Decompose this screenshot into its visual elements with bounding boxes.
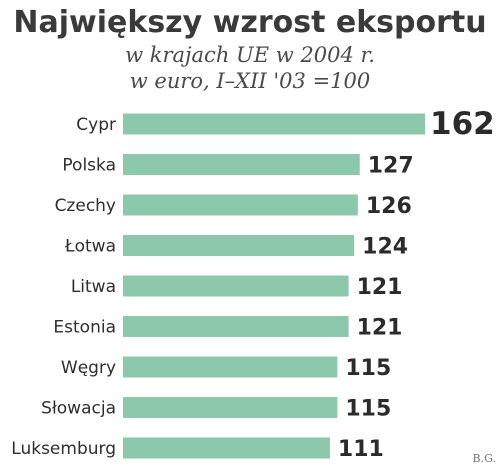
- credit-label: B.G.: [473, 452, 496, 465]
- bar-polska: [123, 154, 360, 175]
- value-label-sowacja: 115: [345, 397, 391, 422]
- value-label-estonia: 121: [357, 316, 403, 341]
- bar-cypr: [123, 113, 425, 135]
- value-label-czechy: 126: [366, 194, 412, 219]
- bar-luksemburg: [123, 437, 330, 459]
- category-label-cypr: Cypr: [76, 115, 116, 135]
- bar-sowacja: [123, 397, 338, 418]
- category-label-estonia: Estonia: [53, 318, 116, 338]
- bar-otwa: [123, 235, 355, 256]
- category-label-sowacja: Słowacja: [41, 399, 116, 419]
- bar-wegry: [123, 356, 338, 378]
- value-label-wegry: 115: [345, 356, 391, 381]
- bar-czechy: [123, 194, 358, 216]
- value-label-otwa: 124: [362, 235, 408, 260]
- bars-group: Cypr 162 Polska 127 Czechy 126 Łotwa 124 Litwa 12…: [11, 106, 494, 462]
- value-label-litwa: 121: [357, 275, 403, 300]
- category-label-otwa: Łotwa: [64, 237, 116, 257]
- chart-title: Największy wzrost eksportu: [13, 5, 486, 40]
- value-label-luksemburg: 111: [338, 437, 384, 462]
- category-label-polska: Polska: [62, 156, 116, 176]
- chart-subtitle-line-2: w euro, I–XII '03 =100: [130, 69, 371, 93]
- value-label-cypr: 162: [430, 106, 495, 142]
- bar-estonia: [123, 316, 349, 337]
- bar-litwa: [123, 275, 349, 297]
- value-label-polska: 127: [368, 154, 414, 179]
- chart-subtitle-line-1: w krajach UE w 2004 r.: [125, 43, 375, 67]
- category-label-litwa: Litwa: [71, 277, 116, 297]
- category-label-wegry: Węgry: [61, 358, 116, 378]
- category-label-czechy: Czechy: [55, 196, 116, 216]
- category-label-luksemburg: Luksemburg: [11, 439, 116, 459]
